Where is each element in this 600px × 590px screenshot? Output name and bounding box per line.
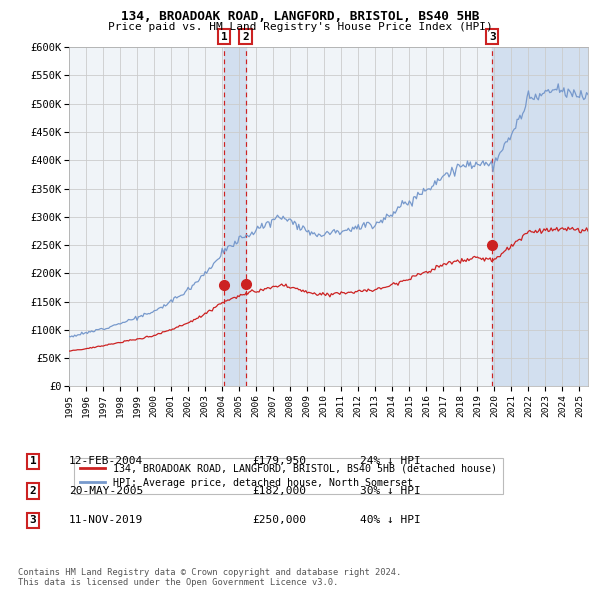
Text: 12-FEB-2004: 12-FEB-2004 [69,457,143,466]
Text: £250,000: £250,000 [252,516,306,525]
Text: Contains HM Land Registry data © Crown copyright and database right 2024.
This d: Contains HM Land Registry data © Crown c… [18,568,401,587]
Text: 20-MAY-2005: 20-MAY-2005 [69,486,143,496]
Text: 1: 1 [29,457,37,466]
Text: 40% ↓ HPI: 40% ↓ HPI [360,516,421,525]
Text: 3: 3 [489,32,496,42]
Text: 30% ↓ HPI: 30% ↓ HPI [360,486,421,496]
Text: 24% ↓ HPI: 24% ↓ HPI [360,457,421,466]
Text: 1: 1 [221,32,227,42]
Text: 3: 3 [29,516,37,525]
Text: 134, BROADOAK ROAD, LANGFORD, BRISTOL, BS40 5HB: 134, BROADOAK ROAD, LANGFORD, BRISTOL, B… [121,10,479,23]
Bar [224,47,245,386]
Text: 2: 2 [29,486,37,496]
Text: 11-NOV-2019: 11-NOV-2019 [69,516,143,525]
Bar [492,47,588,386]
Text: £179,950: £179,950 [252,457,306,466]
Text: Price paid vs. HM Land Registry's House Price Index (HPI): Price paid vs. HM Land Registry's House … [107,22,493,32]
Legend: 134, BROADOAK ROAD, LANGFORD, BRISTOL, BS40 5HB (detached house), HPI: Average p: 134, BROADOAK ROAD, LANGFORD, BRISTOL, B… [74,458,503,494]
Text: 2: 2 [242,32,249,42]
Text: £182,000: £182,000 [252,486,306,496]
